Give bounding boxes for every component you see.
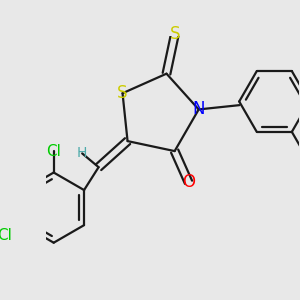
Text: S: S	[170, 25, 180, 43]
Text: O: O	[182, 173, 195, 191]
Text: S: S	[117, 84, 128, 102]
Text: H: H	[77, 146, 87, 161]
Text: N: N	[192, 100, 205, 118]
Text: Cl: Cl	[46, 144, 61, 159]
Text: Cl: Cl	[0, 228, 12, 243]
